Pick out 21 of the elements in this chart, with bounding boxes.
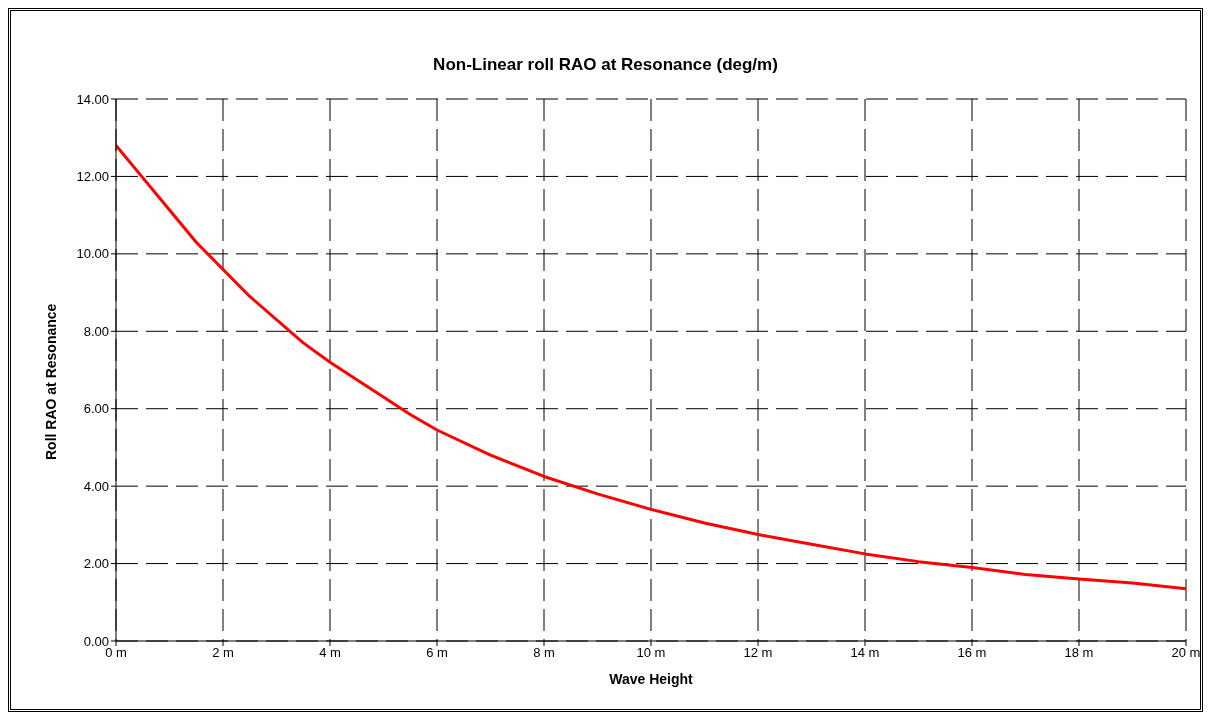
y-tick-label: 10.00 [76,246,109,262]
y-tick-label: 12.00 [76,169,109,185]
x-tick-label: 6 m [426,645,448,661]
x-axis-title: Wave Height [609,671,694,687]
chart-title: Non-Linear roll RAO at Resonance (deg/m) [432,55,779,75]
x-tick-label: 12 m [743,645,773,661]
y-tick-label: 4.00 [83,478,109,494]
y-tick-label: 8.00 [83,323,109,339]
y-tick-label: 14.00 [76,91,109,107]
x-tick-label: 8 m [533,645,555,661]
x-tick-label: 2 m [212,645,234,661]
x-tick-label: 4 m [319,645,341,661]
x-tick-label: 18 m [1064,645,1094,661]
x-tick-label: 16 m [957,645,987,661]
y-tick-label: 6.00 [83,401,109,417]
x-tick-label: 14 m [850,645,880,661]
y-axis-title: Roll RAO at Resonance [42,303,59,460]
x-tick-label: 20 m [1171,645,1201,661]
line-series [116,143,1186,591]
y-tick-label: 2.00 [83,556,109,572]
x-tick-label: 10 m [636,645,666,661]
